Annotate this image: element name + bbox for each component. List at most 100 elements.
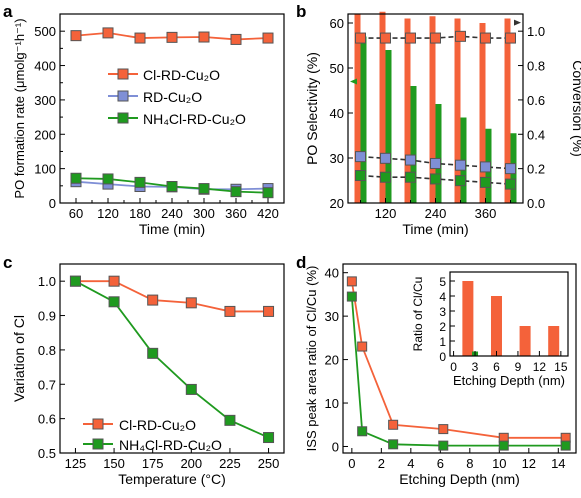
panel-b-data-point	[430, 173, 441, 185]
legend-a-marker-1	[117, 68, 129, 80]
panel-d-x-tick-label: 14	[551, 456, 565, 471]
panel-c-data-point	[147, 294, 159, 306]
panel-a-data-point	[198, 31, 210, 43]
legend-c-marker-1	[92, 418, 104, 430]
panel-a-x-tick-label: 120	[97, 206, 119, 221]
panel-b-bar	[479, 23, 486, 203]
panel-d-data-point	[560, 440, 571, 451]
panel-c-x-tick-label: 125	[65, 456, 87, 471]
panel-b-data-point	[480, 176, 491, 188]
panel-b-x-tick-label: 360	[475, 206, 497, 221]
panel-c-y-tick-label: 0.6	[38, 412, 56, 427]
panel-b-y-axis-label: PO Selectivity (%)	[304, 52, 320, 165]
panel-d-inset-x-tick-label: 3	[472, 360, 479, 374]
panel-a-y-tick-label: 100	[34, 162, 56, 177]
panel-a-data-point	[166, 181, 178, 193]
panel-d-inset-plot-frame	[449, 271, 569, 357]
panel-b-x-tick-label: 240	[425, 206, 447, 221]
panel-d-inset-y-tick-label: 4	[439, 290, 446, 304]
panel-d-y-tick-label: 20	[325, 353, 339, 368]
panel-b-data-point	[355, 151, 366, 163]
panel-a-data-point	[102, 173, 114, 185]
panel-label-c: c	[3, 253, 12, 272]
panel-a-data-point	[70, 30, 82, 42]
panel-d-data-point	[388, 439, 399, 450]
panel-d-x-axis-label: Etching Depth (nm)	[399, 471, 520, 487]
panel-b-y-tick-label: 60	[330, 16, 344, 31]
panel-d-inset-y-tick-label: 3	[439, 305, 446, 319]
panel-d-y-tick-label: 30	[325, 309, 339, 324]
panel-c-y-tick-label: 0.7	[38, 377, 56, 392]
panel-d-data-point	[357, 341, 368, 352]
panel-a-data-point	[166, 31, 178, 43]
panel-b-y2-tick-label: 0.2	[527, 162, 545, 177]
panel-d-inset-y-tick-label: 2	[439, 320, 446, 334]
panel-c-data-point	[185, 383, 197, 395]
panel-d-inset-bar	[519, 326, 531, 356]
panel-a-x-tick-label: 300	[193, 206, 215, 221]
panel-b-data-point	[405, 171, 416, 183]
panel-a-data-point	[230, 33, 242, 45]
panel-c-plot-frame	[59, 263, 285, 454]
panel-a: 60 120 180 240 300 360 420 0 100 200 300 400 500 Time…	[12, 13, 285, 237]
legend-c: Cl-RD-Cu₂O NH₄Cl-RD-Cu₂O	[83, 417, 222, 453]
panel-d-series-line	[350, 296, 566, 447]
panel-d-plot-frame	[342, 263, 577, 454]
panel-d-x-tick-label: 0	[348, 456, 355, 471]
panel-b-data-point	[455, 175, 466, 187]
legend-c-label-2: NH₄Cl-RD-Cu₂O	[119, 437, 222, 453]
panel-d-inset-y-tick-label: 0	[439, 350, 446, 364]
panel-a-data-point	[262, 187, 274, 199]
panel-c-y-axis-label: Variation of Cl	[11, 315, 27, 402]
panel-b-data-point	[430, 32, 441, 44]
panel-c-y-tick-label: 0.5	[38, 446, 56, 461]
panel-b-bar	[410, 86, 417, 203]
panel-b-y-tick-label: 20	[330, 196, 344, 211]
panel-b-data-point	[505, 163, 516, 175]
legend-a-marker-3	[117, 112, 129, 124]
panel-a-x-tick-label: 60	[69, 206, 83, 221]
panel-c-data-point	[108, 275, 120, 287]
panel-b-y2-axis-label: Conversion (%)	[570, 60, 581, 156]
panel-a-data-point	[102, 27, 114, 39]
panel-b-y2-tick-label: 1.0	[527, 24, 545, 39]
panel-b-x-axis-label: Time (min)	[402, 221, 468, 237]
panel-b-y-tick-label: 50	[330, 61, 344, 76]
panel-c-x-tick-label: 200	[180, 456, 202, 471]
panel-c-data-point	[108, 296, 120, 308]
panel-a-data-point	[134, 176, 146, 188]
panel-c-series-line	[75, 280, 269, 313]
panel-a-data-point	[134, 32, 146, 44]
panel-a-x-tick-label: 180	[129, 206, 151, 221]
panel-d-series-line	[350, 281, 566, 439]
panel-b-data-point	[380, 171, 391, 183]
panel-d-data-point	[498, 440, 509, 451]
panel-a-data-point	[262, 32, 274, 44]
panel-a-data-point	[70, 172, 82, 184]
panel-c-data-point	[224, 305, 236, 317]
panel-c: 125 150 175 200 225 250 0.5 0.6 0.7 0.8 0.9 1.0 Temp…	[11, 263, 285, 487]
panel-b-y2-tick-label: 0.4	[527, 127, 545, 142]
panel-d-data-point	[438, 440, 449, 451]
panel-d-y-tick-label: 10	[325, 396, 339, 411]
panel-a-data-point	[198, 183, 210, 195]
panel-c-data-point	[263, 305, 275, 317]
panel-d-x-tick-label: 10	[492, 456, 506, 471]
legend-a-label-1: Cl-RD-Cu₂O	[143, 67, 220, 83]
panel-d-data-point	[346, 276, 357, 287]
panel-a-x-tick-label: 240	[161, 206, 183, 221]
panel-b-bar	[385, 50, 392, 203]
panel-c-series-line	[75, 280, 269, 439]
panel-d-data-point	[438, 424, 449, 435]
panel-d-inset-x-tick-label: 9	[515, 360, 522, 374]
panel-d-x-tick-label: 12	[522, 456, 536, 471]
panel-d-x-tick-label: 8	[466, 456, 473, 471]
panel-d-inset-bar	[548, 326, 560, 356]
panel-b-data-point	[405, 32, 416, 44]
panel-a-y-tick-label: 300	[34, 93, 56, 108]
panel-b-bar	[360, 36, 367, 203]
panel-b-y2-tick-label: 0.8	[527, 59, 545, 74]
panel-d-inset-x-axis-label: Etching Depth (nm)	[453, 373, 565, 388]
